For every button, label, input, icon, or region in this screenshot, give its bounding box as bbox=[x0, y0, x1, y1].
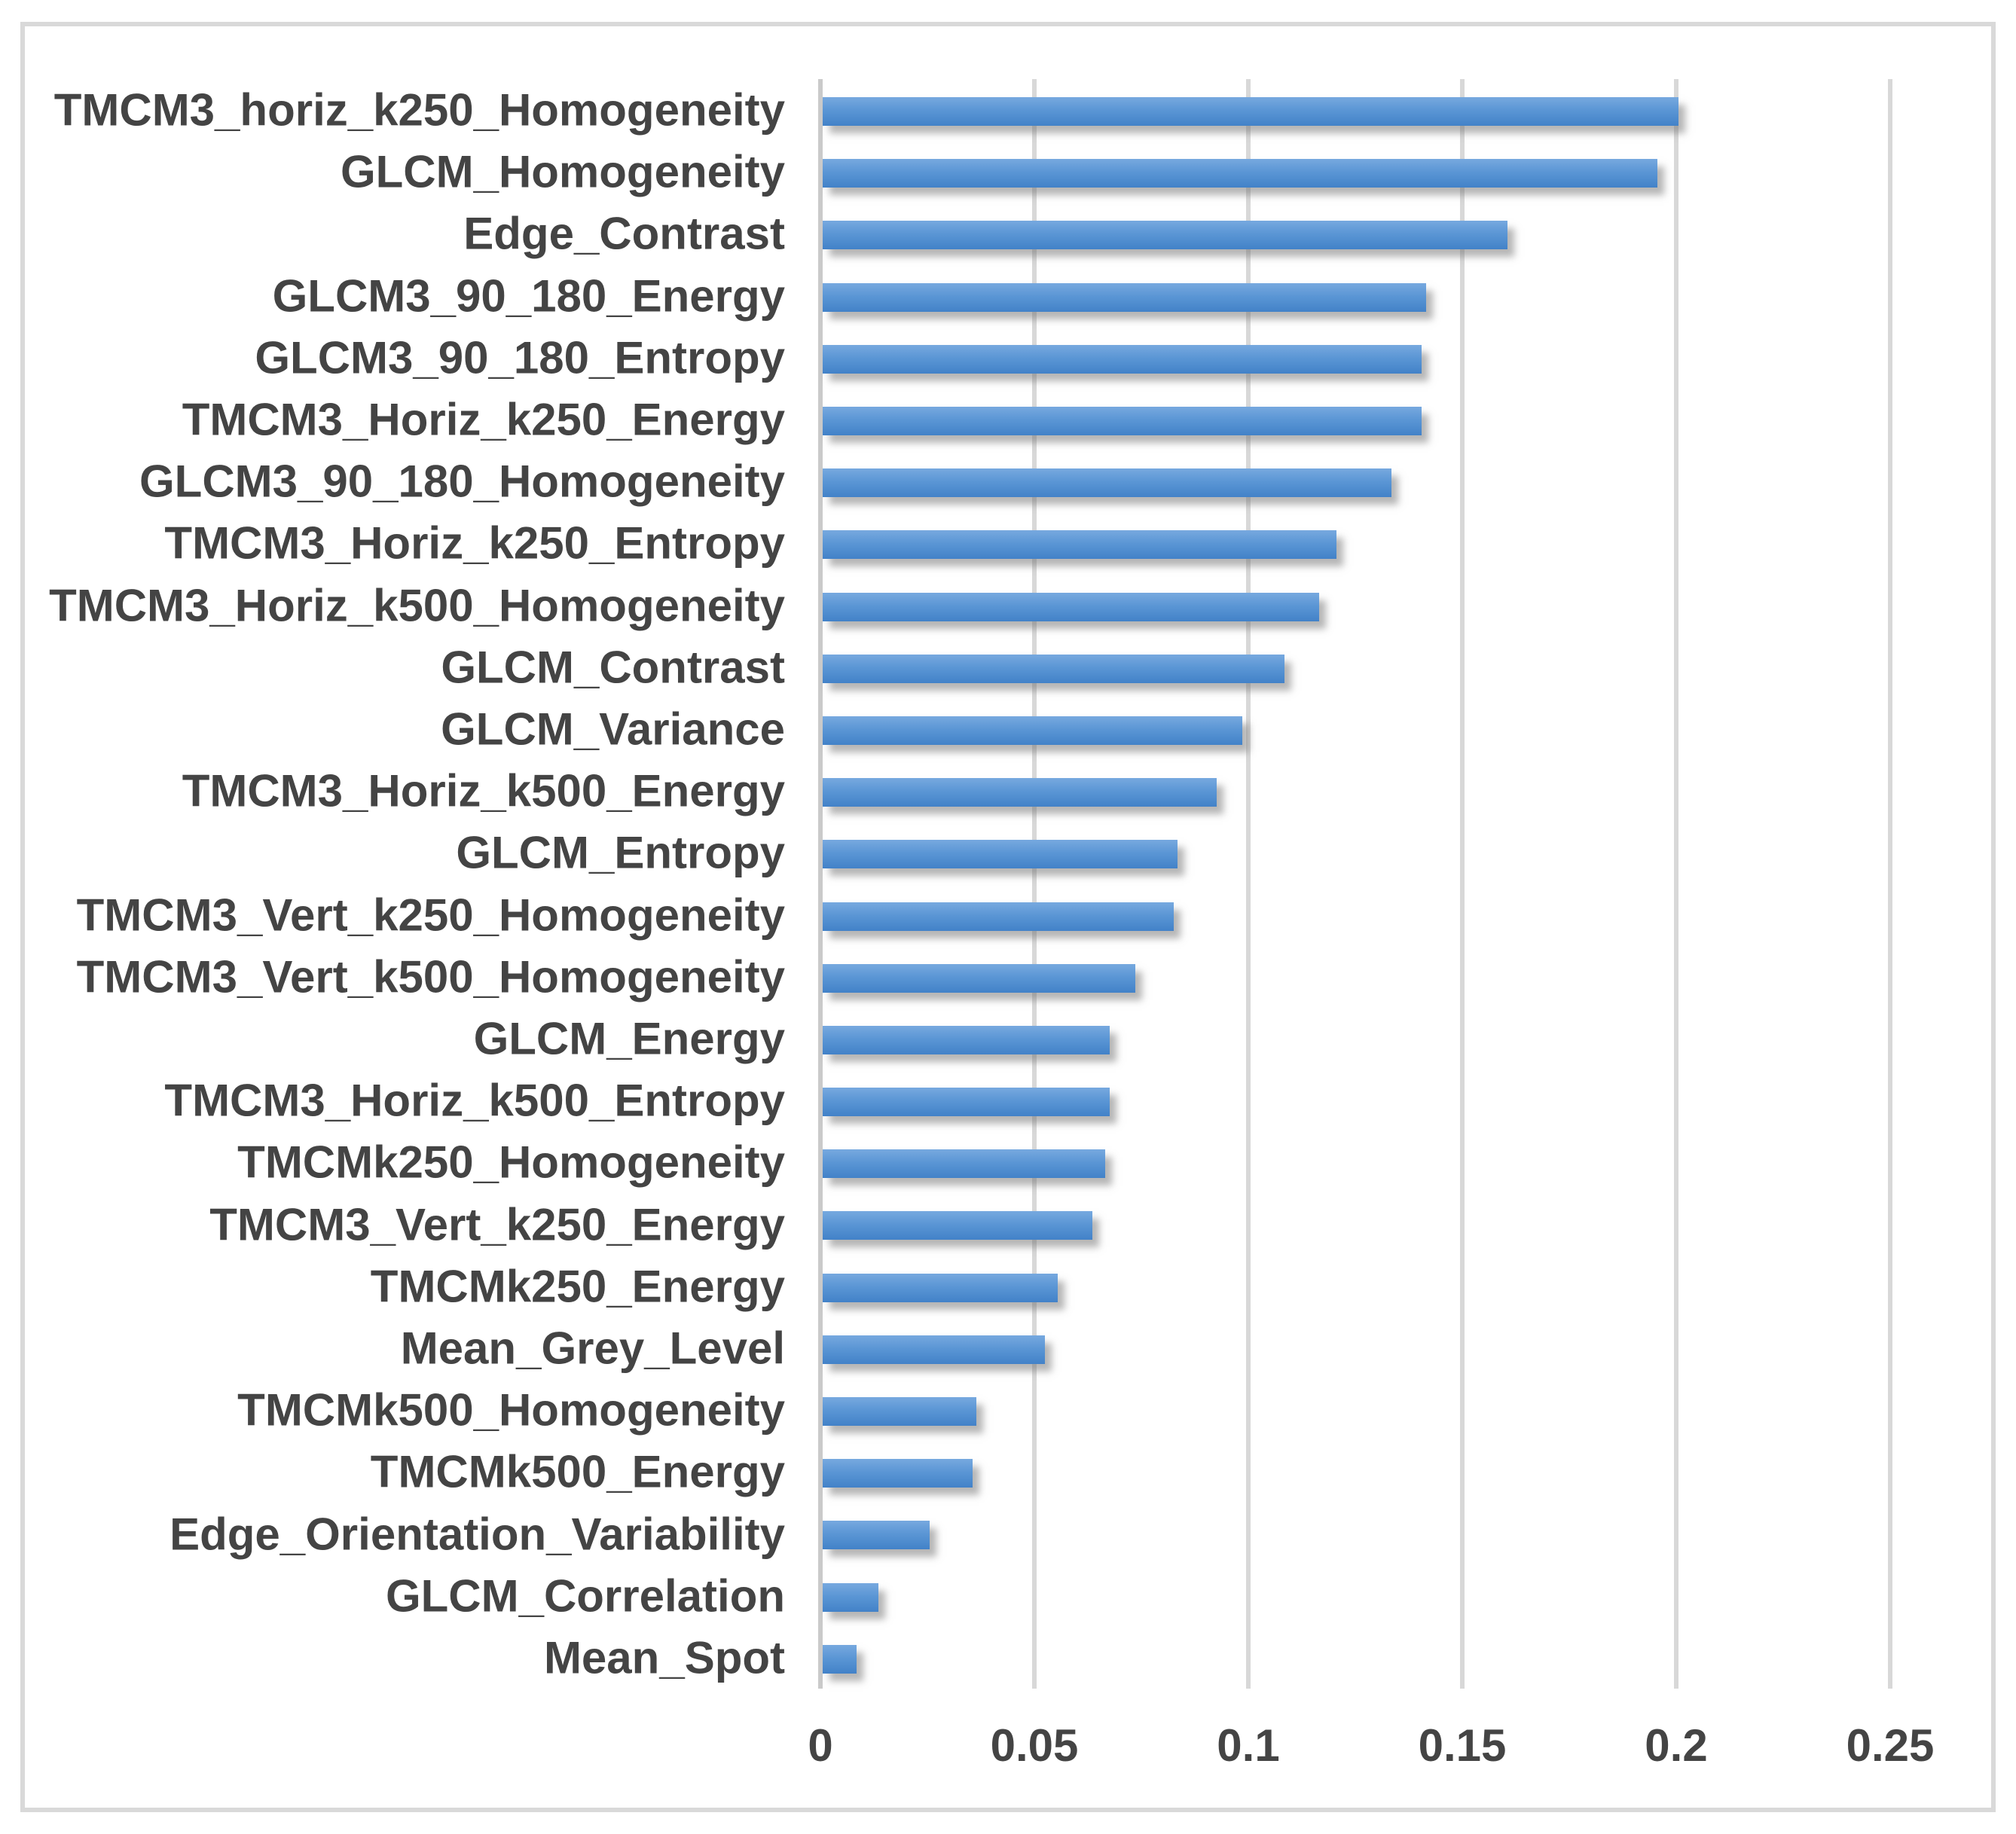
chart-row: Edge_Contrast bbox=[0, 203, 2016, 264]
bar bbox=[823, 1459, 973, 1488]
bar bbox=[823, 1582, 878, 1612]
category-label: TMCMk500_Energy bbox=[370, 1446, 785, 1497]
x-axis-tick-label: 0.2 bbox=[1645, 1720, 1708, 1771]
bar bbox=[823, 1149, 1105, 1179]
chart-row: TMCM3_Horiz_k500_Energy bbox=[0, 760, 2016, 822]
bar bbox=[823, 840, 1178, 869]
category-label: TMCM3_horiz_k250_Homogeneity bbox=[53, 84, 785, 136]
chart-row: TMCM3_Vert_k500_Homogeneity bbox=[0, 946, 2016, 1008]
chart-row: TMCMk250_Homogeneity bbox=[0, 1131, 2016, 1193]
chart-row: TMCM3_Horiz_k250_Entropy bbox=[0, 512, 2016, 574]
bar bbox=[823, 716, 1242, 745]
chart-row: TMCM3_Vert_k250_Homogeneity bbox=[0, 884, 2016, 946]
category-label: TMCM3_Vert_k250_Energy bbox=[209, 1199, 785, 1250]
gridline bbox=[818, 79, 823, 1689]
bar bbox=[823, 592, 1319, 621]
chart-row: TMCM3_Horiz_k250_Energy bbox=[0, 389, 2016, 450]
category-label: GLCM_Contrast bbox=[441, 642, 785, 693]
gridline bbox=[1674, 79, 1678, 1689]
chart-row: GLCM3_90_180_Entropy bbox=[0, 327, 2016, 389]
gridline bbox=[1246, 79, 1251, 1689]
category-label: TMCM3_Horiz_k250_Entropy bbox=[164, 517, 785, 569]
x-axis-tick-label: 0.25 bbox=[1846, 1720, 1935, 1771]
chart-row: GLCM_Homogeneity bbox=[0, 141, 2016, 203]
bar bbox=[823, 468, 1391, 498]
category-label: TMCMk250_Energy bbox=[370, 1261, 785, 1312]
bar bbox=[823, 406, 1422, 435]
bar bbox=[823, 530, 1336, 560]
chart-row: Edge_Orientation_Variability bbox=[0, 1503, 2016, 1564]
chart-row: TMCMk500_Energy bbox=[0, 1441, 2016, 1503]
x-axis-tick-label: 0.05 bbox=[990, 1720, 1079, 1771]
bar bbox=[823, 159, 1657, 188]
x-axis-tick-label: 0.1 bbox=[1217, 1720, 1280, 1771]
chart-row: GLCM3_90_180_Energy bbox=[0, 265, 2016, 327]
chart-row: GLCM_Variance bbox=[0, 698, 2016, 760]
chart-row: GLCM_Energy bbox=[0, 1008, 2016, 1070]
bar bbox=[823, 282, 1426, 312]
category-label: GLCM_Variance bbox=[441, 703, 785, 755]
category-label: TMCMk500_Homogeneity bbox=[237, 1384, 785, 1436]
chart-row: GLCM_Contrast bbox=[0, 636, 2016, 698]
chart-row: TMCMk500_Homogeneity bbox=[0, 1379, 2016, 1441]
bar bbox=[823, 97, 1678, 126]
chart-row: GLCM_Correlation bbox=[0, 1565, 2016, 1627]
bar bbox=[823, 1644, 857, 1674]
chart-row: TMCM3_Horiz_k500_Homogeneity bbox=[0, 575, 2016, 636]
bar bbox=[823, 963, 1135, 993]
x-axis-tick-label: 0 bbox=[808, 1720, 833, 1771]
gridline bbox=[1888, 79, 1892, 1689]
category-label: TMCMk250_Homogeneity bbox=[237, 1137, 785, 1188]
x-axis-tick-label: 0.15 bbox=[1418, 1720, 1507, 1771]
gridline bbox=[1460, 79, 1465, 1689]
bar bbox=[823, 1521, 930, 1550]
category-label: Mean_Spot bbox=[543, 1632, 785, 1683]
bar bbox=[823, 1025, 1110, 1054]
category-label: TMCM3_Horiz_k250_Energy bbox=[182, 394, 785, 445]
bar bbox=[823, 1211, 1092, 1240]
category-label: TMCM3_Vert_k500_Homogeneity bbox=[76, 951, 785, 1002]
chart-row: TMCMk250_Energy bbox=[0, 1256, 2016, 1317]
bar bbox=[823, 778, 1217, 807]
bar bbox=[823, 344, 1422, 374]
category-label: GLCM_Energy bbox=[473, 1013, 785, 1064]
chart-row: GLCM_Entropy bbox=[0, 822, 2016, 883]
category-label: Edge_Contrast bbox=[463, 208, 785, 259]
chart-row: Mean_Grey_Level bbox=[0, 1317, 2016, 1379]
bar bbox=[823, 1397, 976, 1427]
category-label: GLCM_Homogeneity bbox=[340, 146, 785, 197]
category-label: Mean_Grey_Level bbox=[400, 1323, 785, 1374]
category-label: GLCM3_90_180_Homogeneity bbox=[139, 456, 785, 507]
bar bbox=[823, 1088, 1110, 1117]
gridline bbox=[1032, 79, 1037, 1689]
chart-row: TMCM3_Vert_k250_Energy bbox=[0, 1193, 2016, 1255]
category-label: TMCM3_Horiz_k500_Entropy bbox=[164, 1075, 785, 1126]
category-label: GLCM_Correlation bbox=[385, 1570, 785, 1622]
chart-row: TMCM3_horiz_k250_Homogeneity bbox=[0, 79, 2016, 141]
bar bbox=[823, 654, 1284, 683]
category-label: TMCM3_Vert_k250_Homogeneity bbox=[76, 890, 785, 941]
category-label: GLCM3_90_180_Entropy bbox=[255, 332, 785, 383]
category-label: Edge_Orientation_Variability bbox=[170, 1509, 785, 1560]
chart-row: GLCM3_90_180_Homogeneity bbox=[0, 450, 2016, 512]
category-label: TMCM3_Horiz_k500_Homogeneity bbox=[49, 580, 785, 631]
chart-row: TMCM3_Horiz_k500_Entropy bbox=[0, 1070, 2016, 1131]
chart-row: Mean_Spot bbox=[0, 1627, 2016, 1689]
category-label: GLCM3_90_180_Energy bbox=[272, 270, 785, 322]
bar bbox=[823, 1335, 1045, 1364]
bar bbox=[823, 902, 1174, 931]
category-label: GLCM_Entropy bbox=[456, 827, 785, 878]
bar bbox=[823, 221, 1507, 250]
bar bbox=[823, 1273, 1058, 1302]
category-label: TMCM3_Horiz_k500_Energy bbox=[182, 765, 785, 816]
